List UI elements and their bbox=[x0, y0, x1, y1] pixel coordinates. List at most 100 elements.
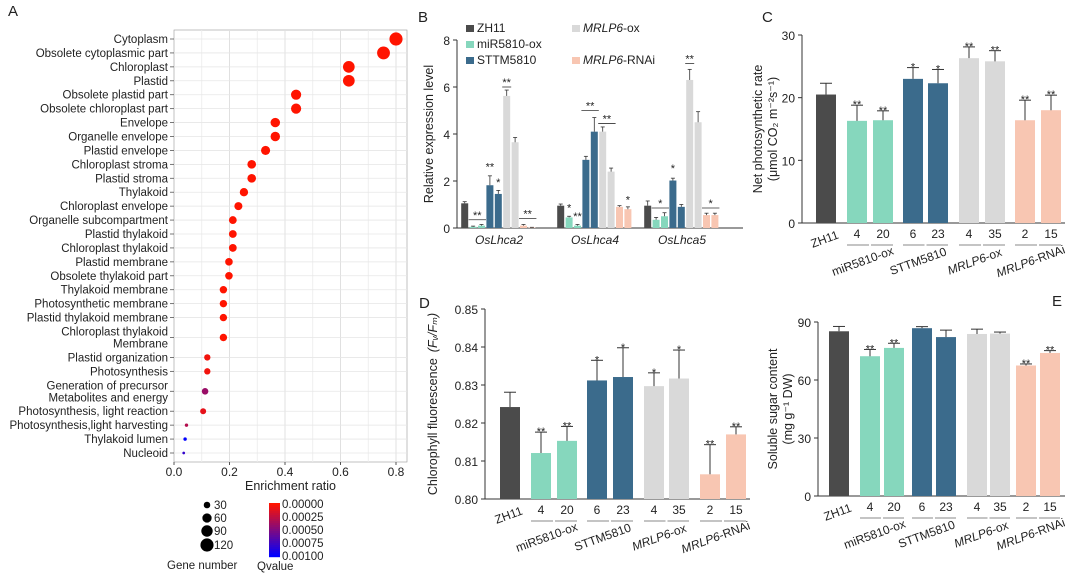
bar bbox=[686, 80, 693, 228]
term-label: Membrane bbox=[113, 339, 168, 351]
term-label: Photosynthesis,light harvesting bbox=[9, 420, 168, 432]
x-tick-label: 0.6 bbox=[332, 465, 349, 479]
significance-mark: ** bbox=[537, 426, 546, 438]
size-legend-title: Gene number bbox=[167, 560, 237, 572]
significance-mark: * bbox=[709, 198, 714, 210]
bar bbox=[990, 334, 1010, 496]
x-tick-label-line: 35 bbox=[672, 503, 686, 517]
enrichment-dot bbox=[225, 272, 233, 280]
panel-letter-e: E bbox=[1052, 293, 1062, 310]
group-label: MRLP6-ox bbox=[946, 245, 1004, 278]
enrichment-dot bbox=[220, 314, 227, 321]
y-tick-label: 30 bbox=[782, 29, 796, 43]
legend-label-italic: MRLP6 bbox=[583, 53, 623, 67]
enrichment-dot bbox=[220, 286, 227, 293]
qvalue-legend-label: 0.00000 bbox=[282, 499, 324, 511]
significance-mark: * bbox=[621, 342, 626, 354]
bar bbox=[512, 142, 519, 228]
legend-label-italic: MRLP6 bbox=[583, 21, 623, 35]
y-tick-label: 20 bbox=[782, 92, 796, 106]
bar bbox=[661, 216, 668, 228]
significance-mark: ** bbox=[603, 113, 612, 125]
bar bbox=[669, 181, 676, 228]
group-label-italic: MRLP6 bbox=[630, 527, 673, 554]
group-label-italic: MRLP6 bbox=[952, 524, 995, 551]
significance-mark: ** bbox=[573, 211, 582, 223]
significance-mark: ** bbox=[586, 101, 595, 113]
qvalue-colorbar-segment bbox=[269, 527, 280, 529]
term-label: Cytoplasm bbox=[114, 34, 168, 46]
group-label: STTM5810 bbox=[888, 244, 949, 278]
group-label: MRLP6-ox bbox=[630, 521, 688, 554]
group-label: STTM5810 bbox=[896, 517, 957, 551]
bar bbox=[860, 356, 880, 496]
bar bbox=[928, 83, 948, 223]
x-tick-label-line: 6 bbox=[594, 503, 601, 517]
group-label-text: miR5810-ox bbox=[830, 244, 896, 279]
size-legend-dot bbox=[201, 525, 212, 536]
legend-swatch bbox=[466, 25, 474, 32]
bar bbox=[486, 185, 493, 228]
significance-mark: ** bbox=[965, 41, 974, 53]
size-legend-label: 30 bbox=[214, 500, 227, 512]
y-tick-label: 8 bbox=[443, 34, 450, 48]
bar bbox=[461, 203, 468, 228]
qvalue-colorbar-segment bbox=[269, 525, 280, 527]
x-tick-label: 0.8 bbox=[388, 465, 405, 479]
x-tick-label-zh11: ZH11 bbox=[809, 228, 841, 251]
bar bbox=[653, 220, 660, 228]
qvalue-colorbar-segment bbox=[269, 511, 280, 513]
y-axis-label-text: Chlorophyll fluorescence bbox=[426, 358, 440, 495]
x-tick-label-line: 23 bbox=[931, 227, 945, 241]
qvalue-colorbar-segment bbox=[269, 545, 280, 547]
panel-letter-a: A bbox=[8, 3, 18, 20]
term-label: Thylakoid bbox=[119, 187, 168, 199]
enrichment-dot bbox=[271, 132, 280, 141]
x-tick-label-line: 4 bbox=[867, 500, 874, 514]
term-label: Generation of precursor bbox=[47, 380, 169, 392]
enrichment-dot bbox=[200, 408, 206, 414]
enrichment-dot bbox=[234, 202, 242, 210]
qvalue-colorbar-segment bbox=[269, 539, 280, 541]
size-legend-dot bbox=[204, 502, 211, 509]
significance-mark: ** bbox=[486, 162, 495, 174]
enrichment-dot bbox=[204, 354, 210, 360]
group-label-text: miR5810-ox bbox=[514, 520, 580, 555]
significance-mark: * bbox=[936, 63, 941, 75]
qvalue-legend-title: Qvalue bbox=[257, 561, 293, 573]
panel-letter-d: D bbox=[419, 295, 430, 312]
term-label: Plastid thylakoid membrane bbox=[27, 313, 168, 325]
significance-mark: ** bbox=[563, 420, 572, 432]
bar bbox=[566, 217, 573, 228]
term-label: Envelope bbox=[120, 118, 168, 130]
qvalue-colorbar-segment bbox=[269, 543, 280, 545]
group-label-text: -RNAi bbox=[717, 518, 752, 542]
bar bbox=[873, 120, 893, 223]
bar bbox=[613, 377, 633, 499]
y-tick-label: 0 bbox=[804, 490, 811, 504]
qvalue-colorbar-segment bbox=[269, 507, 280, 509]
group-label: MRLP6-RNAi bbox=[679, 518, 751, 556]
significance-mark: * bbox=[677, 344, 682, 356]
bar bbox=[582, 160, 589, 228]
legend-swatch bbox=[572, 57, 580, 64]
x-tick-label-line: 20 bbox=[560, 503, 574, 517]
y-tick-label: 0 bbox=[443, 222, 450, 236]
qvalue-colorbar-segment bbox=[269, 515, 280, 517]
significance-mark: ** bbox=[1022, 358, 1031, 370]
enrichment-dot bbox=[343, 75, 355, 87]
enrichment-dot bbox=[377, 46, 390, 59]
legend-swatch bbox=[466, 57, 474, 64]
gene-label: OsLhca2 bbox=[475, 233, 523, 247]
term-label: Plastid membrane bbox=[75, 257, 168, 269]
legend-swatch bbox=[572, 25, 580, 32]
group-label-text: -ox bbox=[983, 245, 1003, 264]
enrichment-dot bbox=[202, 388, 209, 395]
enrichment-dot bbox=[247, 160, 256, 169]
enrichment-dot bbox=[225, 258, 233, 266]
enrichment-dot bbox=[183, 437, 186, 440]
bar bbox=[1041, 110, 1061, 223]
